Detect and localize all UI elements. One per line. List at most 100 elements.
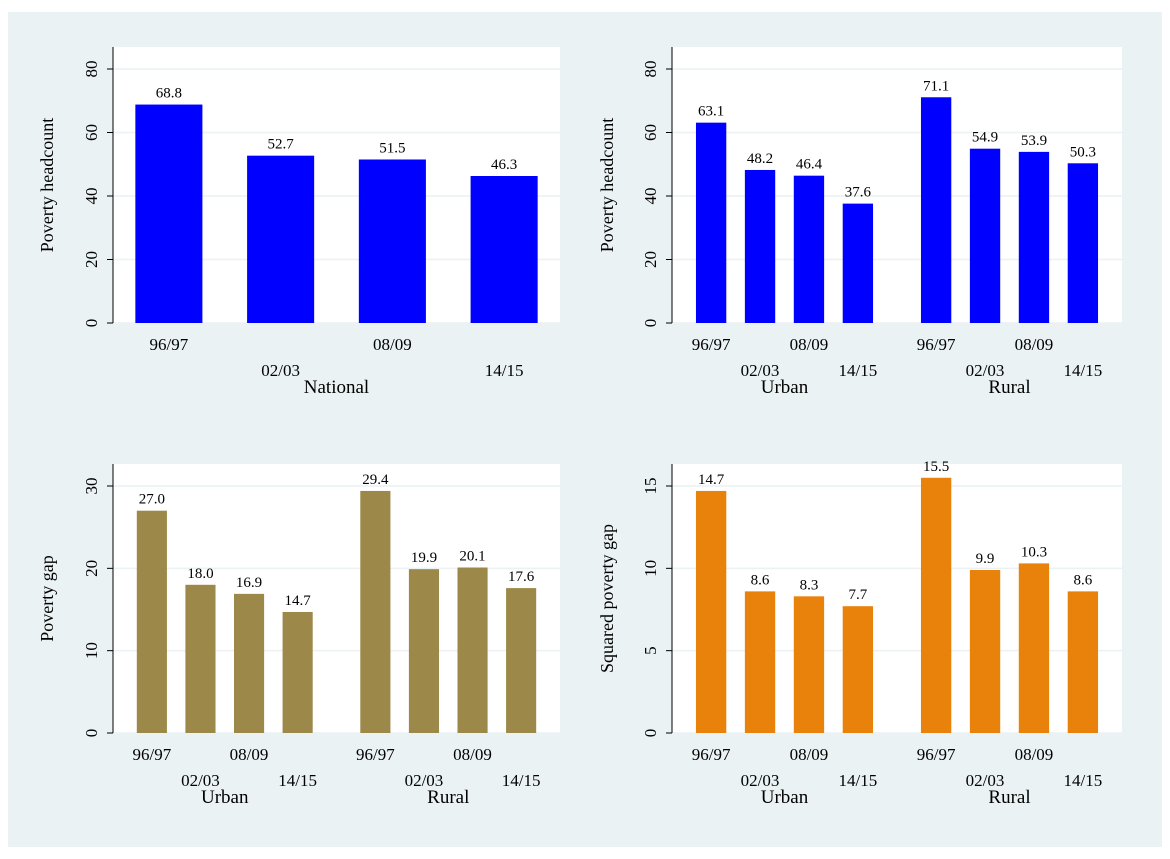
bar-rural-96-97 <box>360 490 391 733</box>
data-label: 54.9 <box>972 130 998 146</box>
y-tick-label: 40 <box>82 188 101 205</box>
bar-national-08-09 <box>358 159 426 323</box>
x-tick-label: 02/03 <box>181 771 220 790</box>
data-label: 14.7 <box>698 472 725 488</box>
x-tick-label: 08/09 <box>1015 335 1054 354</box>
group-label-rural: Rural <box>988 377 1030 398</box>
x-tick-label: 96/97 <box>917 335 956 354</box>
x-tick-label: 08/09 <box>230 745 269 764</box>
y-tick-label: 0 <box>641 729 660 738</box>
data-label: 27.0 <box>139 492 165 508</box>
y-tick-label: 20 <box>82 251 101 268</box>
y-tick-label: 60 <box>82 124 101 141</box>
y-tick-label: 10 <box>82 642 101 659</box>
x-tick-label: 14/15 <box>278 771 317 790</box>
chart-panel-1: 0 20 40 60 80 Poverty headcount 68.8 96/97 52.7 0… <box>37 47 560 398</box>
data-label: 37.6 <box>845 185 872 201</box>
y-tick-label: 30 <box>82 478 101 495</box>
group-label-rural: Rural <box>988 787 1030 808</box>
bar-urban-02-03 <box>185 584 216 733</box>
group-label-rural: Rural <box>427 787 469 808</box>
group-label-national: National <box>304 377 369 398</box>
data-label: 52.7 <box>268 137 295 153</box>
figure: 0 20 40 60 80 Poverty headcount 68.8 96/97 52.7 0… <box>8 12 1162 847</box>
x-tick-label: 96/97 <box>150 335 189 354</box>
bar-urban-14-15 <box>842 203 874 323</box>
y-axis-title: Squared poverty gap <box>597 524 617 673</box>
y-axis-title: Poverty gap <box>37 555 57 641</box>
bar-urban-96-97 <box>136 510 167 733</box>
y-tick-label: 80 <box>641 61 660 78</box>
data-label: 46.4 <box>796 157 823 173</box>
x-tick-label: 14/15 <box>839 361 878 380</box>
data-label: 18.0 <box>187 566 213 582</box>
data-label: 7.7 <box>848 587 867 603</box>
bar-national-96-97 <box>135 104 203 323</box>
data-label: 9.9 <box>976 551 995 567</box>
data-label: 20.1 <box>459 549 485 565</box>
x-tick-label: 08/09 <box>790 335 829 354</box>
bar-rural-96-97 <box>920 477 952 733</box>
x-tick-label: 14/15 <box>1064 361 1103 380</box>
y-axis-title: Poverty headcount <box>37 118 57 252</box>
data-label: 51.5 <box>379 140 405 156</box>
group-label-urban: Urban <box>201 787 249 808</box>
chart-panel-2: 0 20 40 60 80 Poverty headcount 63.1 96/97 48.2 0… <box>597 47 1122 398</box>
data-label: 48.2 <box>747 151 773 167</box>
chart-panel-4: 0 5 10 15 Squared poverty gap 14.7 96/97 8.6 02/… <box>597 459 1122 808</box>
x-tick-label: 02/03 <box>966 361 1005 380</box>
bar-rural-14-15 <box>506 588 537 733</box>
bar-urban-08-09 <box>793 596 825 733</box>
y-tick-label: 0 <box>82 729 101 738</box>
data-label: 50.3 <box>1070 144 1096 160</box>
x-tick-label: 96/97 <box>133 745 172 764</box>
x-tick-label: 08/09 <box>453 745 492 764</box>
data-label: 8.6 <box>751 572 770 588</box>
bar-urban-96-97 <box>695 490 727 733</box>
data-label: 10.3 <box>1021 544 1047 560</box>
group-label-urban: Urban <box>761 377 809 398</box>
data-label: 29.4 <box>362 472 389 488</box>
x-tick-label: 08/09 <box>790 745 829 764</box>
x-tick-label: 14/15 <box>502 771 541 790</box>
x-tick-label: 02/03 <box>741 771 780 790</box>
group-label-urban: Urban <box>761 787 809 808</box>
x-tick-label: 96/97 <box>356 745 395 764</box>
bar-national-14-15 <box>470 175 538 323</box>
y-tick-label: 15 <box>641 478 660 495</box>
chart-figure: 0 20 40 60 80 Poverty headcount 68.8 96/97 52.7 0… <box>37 47 1122 808</box>
bar-rural-02-03 <box>969 148 1001 323</box>
data-label: 16.9 <box>236 575 262 591</box>
data-label: 71.1 <box>923 78 949 94</box>
bar-rural-08-09 <box>457 567 488 733</box>
data-label: 8.3 <box>800 577 819 593</box>
plot-area <box>672 464 1122 733</box>
data-label: 15.5 <box>923 459 949 475</box>
y-tick-label: 10 <box>641 560 660 577</box>
data-label: 19.9 <box>411 550 437 566</box>
y-tick-label: 5 <box>641 646 660 655</box>
y-tick-label: 40 <box>641 188 660 205</box>
y-tick-label: 80 <box>82 61 101 78</box>
x-tick-label: 02/03 <box>741 361 780 380</box>
bar-urban-02-03 <box>744 591 776 733</box>
data-label: 68.8 <box>156 86 182 102</box>
x-tick-label: 02/03 <box>966 771 1005 790</box>
x-tick-label: 96/97 <box>692 335 731 354</box>
y-tick-label: 0 <box>641 319 660 328</box>
bar-rural-02-03 <box>408 569 440 733</box>
x-tick-label: 14/15 <box>485 361 524 380</box>
bar-urban-02-03 <box>744 169 776 323</box>
x-tick-label: 14/15 <box>1064 771 1103 790</box>
bar-rural-14-15 <box>1067 163 1099 323</box>
data-label: 46.3 <box>491 157 517 173</box>
x-tick-label: 14/15 <box>839 771 878 790</box>
x-tick-label: 96/97 <box>692 745 731 764</box>
y-tick-label: 20 <box>641 251 660 268</box>
data-label: 14.7 <box>285 593 312 609</box>
data-label: 63.1 <box>698 104 724 120</box>
x-tick-label: 96/97 <box>917 745 956 764</box>
bar-urban-96-97 <box>695 122 727 323</box>
data-label: 8.6 <box>1073 572 1092 588</box>
bar-rural-08-09 <box>1018 151 1050 323</box>
